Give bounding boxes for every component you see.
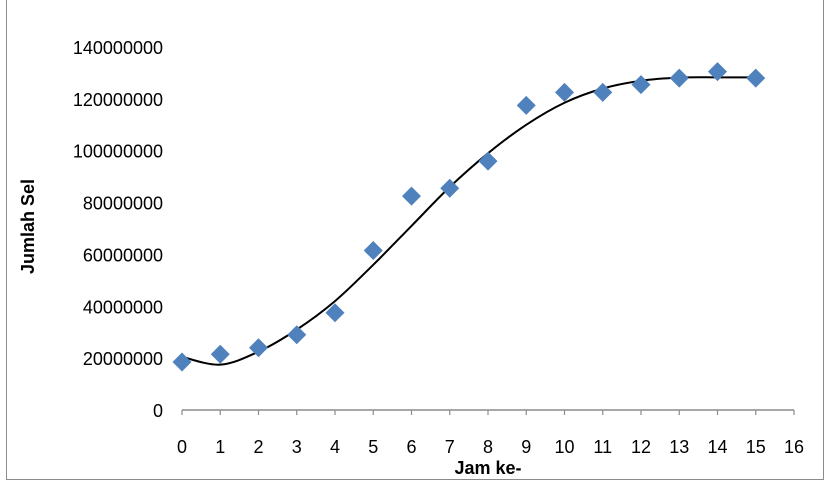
chart-frame (6, 0, 824, 480)
x-tick-label: 2 (253, 437, 263, 457)
data-point (172, 352, 192, 372)
data-point (478, 151, 498, 171)
y-tick-label: 120000000 (73, 90, 163, 110)
y-tick-label: 100000000 (73, 142, 163, 162)
trendline (181, 76, 756, 366)
x-tick-label: 13 (669, 437, 689, 457)
x-tick-label: 7 (445, 437, 455, 457)
data-point (363, 241, 383, 261)
y-tick-label: 60000000 (83, 245, 163, 265)
x-tick-label: 0 (177, 437, 187, 457)
data-point (669, 68, 689, 88)
y-axis-ticks: 0 20000000 40000000 60000000 80000000 1000000… (73, 38, 163, 421)
x-tick-label: 6 (406, 437, 416, 457)
x-tick-label: 1 (215, 437, 225, 457)
data-point (708, 62, 727, 82)
x-tick-label: 8 (483, 437, 493, 457)
x-tick-label: 4 (330, 437, 340, 457)
data-point (287, 325, 307, 345)
y-tick-label: 0 (153, 401, 163, 421)
data-points (172, 62, 766, 372)
y-tick-label: 20000000 (83, 349, 163, 369)
x-tick-label: 12 (631, 437, 651, 457)
data-point (593, 82, 613, 102)
data-point (746, 68, 766, 88)
data-point (210, 344, 230, 364)
y-axis-title: Jumlah Sel (18, 179, 38, 274)
y-tick-label: 40000000 (83, 297, 163, 317)
y-tick-label: 140000000 (73, 38, 163, 58)
x-tick-label: 5 (368, 437, 378, 457)
data-point (440, 178, 460, 198)
x-tick-label: 16 (784, 437, 804, 457)
x-tick-label: 11 (593, 437, 612, 457)
data-point (402, 186, 421, 206)
x-tick-label: 9 (521, 437, 531, 457)
x-tick-label: 10 (554, 437, 574, 457)
x-axis-title: Jam ke- (454, 458, 521, 478)
x-axis-ticks: 0 1 2 3 4 5 6 7 8 9 10 11 12 13 14 15 16 (177, 410, 804, 457)
x-tick-label: 3 (292, 437, 302, 457)
data-point (325, 303, 345, 323)
y-tick-label: 80000000 (83, 194, 163, 214)
x-tick-label: 15 (746, 437, 766, 457)
data-point (516, 95, 536, 115)
x-tick-label: 14 (707, 437, 727, 457)
data-point (555, 82, 574, 102)
data-point (249, 338, 268, 358)
data-point (631, 75, 651, 95)
